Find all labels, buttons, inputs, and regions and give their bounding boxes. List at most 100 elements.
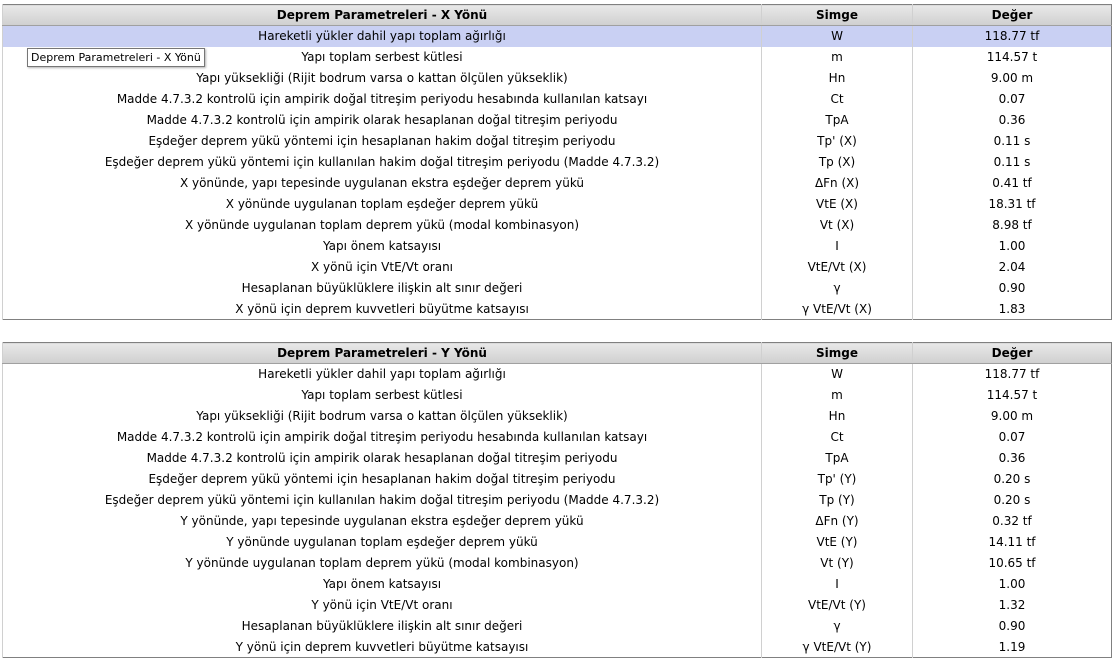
- table-row: Hesaplanan büyüklüklere ilişkin alt sını…: [2, 615, 1112, 637]
- value: 1.83: [912, 298, 1112, 320]
- symbol: Hn: [761, 67, 913, 89]
- value: 14.11 tf: [912, 531, 1112, 553]
- value: 0.32 tf: [912, 510, 1112, 532]
- column-header: Değer: [912, 342, 1112, 364]
- table-row: Hareketli yükler dahil yapı toplam ağırl…: [2, 25, 1112, 47]
- parameter-name: Hareketli yükler dahil yapı toplam ağırl…: [2, 363, 762, 385]
- symbol: γ: [761, 277, 913, 299]
- symbol: Hn: [761, 405, 913, 427]
- parameter-name: Madde 4.7.3.2 kontrolü için ampirik doğa…: [2, 426, 762, 448]
- parameter-name: Madde 4.7.3.2 kontrolü için ampirik olar…: [2, 447, 762, 469]
- value: 2.04: [912, 256, 1112, 278]
- parameter-name: X yönünde, yapı tepesinde uygulanan ekst…: [2, 172, 762, 194]
- symbol: VtE (Y): [761, 531, 913, 553]
- symbol: VtE (X): [761, 193, 913, 215]
- table-row: Eşdeğer deprem yükü yöntemi için kullanı…: [2, 151, 1112, 173]
- table-row: X yönü için deprem kuvvetleri büyütme ka…: [2, 298, 1112, 320]
- table-row: Eşdeğer deprem yükü yöntemi için hesapla…: [2, 130, 1112, 152]
- column-header: Deprem Parametreleri - X Yönü: [2, 4, 762, 26]
- header-row: Deprem Parametreleri - X Yönü Simge Değer: [2, 4, 1112, 26]
- value: 118.77 tf: [912, 363, 1112, 385]
- parameter-name: Eşdeğer deprem yükü yöntemi için hesapla…: [2, 468, 762, 490]
- table-row: X yönünde uygulanan toplam eşdeğer depre…: [2, 193, 1112, 215]
- column-header: Deprem Parametreleri - Y Yönü: [2, 342, 762, 364]
- table-row: X yönünde uygulanan toplam deprem yükü (…: [2, 214, 1112, 236]
- table-row: Hareketli yükler dahil yapı toplam ağırl…: [2, 363, 1112, 385]
- parameter-name: Hareketli yükler dahil yapı toplam ağırl…: [2, 25, 762, 47]
- parameter-table: Deprem Parametreleri - Y Yönü Simge Değer H…: [2, 342, 1112, 658]
- symbol: ΔFn (Y): [761, 510, 913, 532]
- parameter-name: Yapı yüksekliği (Rijit bodrum varsa o ka…: [2, 67, 762, 89]
- symbol: Vt (Y): [761, 552, 913, 574]
- symbol: m: [761, 384, 913, 406]
- symbol: ΔFn (X): [761, 172, 913, 194]
- parameter-name: Eşdeğer deprem yükü yöntemi için kullanı…: [2, 489, 762, 511]
- value: 0.36: [912, 109, 1112, 131]
- table-row: Madde 4.7.3.2 kontrolü için ampirik doğa…: [2, 88, 1112, 110]
- symbol: Vt (X): [761, 214, 913, 236]
- value: 18.31 tf: [912, 193, 1112, 215]
- parameter-name: Y yönü için VtE/Vt oranı: [2, 594, 762, 616]
- parameter-name: Yapı yüksekliği (Rijit bodrum varsa o ka…: [2, 405, 762, 427]
- table-row: Hesaplanan büyüklüklere ilişkin alt sını…: [2, 277, 1112, 299]
- symbol: γ VtE/Vt (X): [761, 298, 913, 320]
- symbol: Tp (X): [761, 151, 913, 173]
- parameter-name: Yapı önem katsayısı: [2, 573, 762, 595]
- parameter-name: Madde 4.7.3.2 kontrolü için ampirik doğa…: [2, 88, 762, 110]
- parameter-name: X yönünde uygulanan toplam eşdeğer depre…: [2, 193, 762, 215]
- value: 9.00 m: [912, 405, 1112, 427]
- table-row: Yapı önem katsayısı I 1.00: [2, 573, 1112, 595]
- table-row: Yapı önem katsayısı I 1.00: [2, 235, 1112, 257]
- symbol: Ct: [761, 88, 913, 110]
- parameter-name: X yönü için VtE/Vt oranı: [2, 256, 762, 278]
- value: 0.11 s: [912, 151, 1112, 173]
- column-header: Simge: [761, 342, 913, 364]
- parameter-name: Y yönünde, yapı tepesinde uygulanan ekst…: [2, 510, 762, 532]
- table-row: Yapı yüksekliği (Rijit bodrum varsa o ka…: [2, 405, 1112, 427]
- value: 9.00 m: [912, 67, 1112, 89]
- symbol: Tp (Y): [761, 489, 913, 511]
- symbol: Ct: [761, 426, 913, 448]
- symbol: W: [761, 363, 913, 385]
- symbol: Tp' (Y): [761, 468, 913, 490]
- table-row: Madde 4.7.3.2 kontrolü için ampirik olar…: [2, 109, 1112, 131]
- parameter-name: Eşdeğer deprem yükü yöntemi için kullanı…: [2, 151, 762, 173]
- value: 1.00: [912, 235, 1112, 257]
- column-header: Değer: [912, 4, 1112, 26]
- value: 0.36: [912, 447, 1112, 469]
- value: 0.11 s: [912, 130, 1112, 152]
- table-row: Eşdeğer deprem yükü yöntemi için hesapla…: [2, 468, 1112, 490]
- value: 1.00: [912, 573, 1112, 595]
- value: 10.65 tf: [912, 552, 1112, 574]
- value: 114.57 t: [912, 384, 1112, 406]
- table-row: Y yönünde uygulanan toplam deprem yükü (…: [2, 552, 1112, 574]
- parameter-name: X yönü için deprem kuvvetleri büyütme ka…: [2, 298, 762, 320]
- table-row: Yapı yüksekliği (Rijit bodrum varsa o ka…: [2, 67, 1112, 89]
- value: 8.98 tf: [912, 214, 1112, 236]
- value: 0.90: [912, 277, 1112, 299]
- value: 0.90: [912, 615, 1112, 637]
- value: 114.57 t: [912, 46, 1112, 68]
- value: 1.32: [912, 594, 1112, 616]
- symbol: W: [761, 25, 913, 47]
- value: 0.07: [912, 88, 1112, 110]
- parameter-name: X yönünde uygulanan toplam deprem yükü (…: [2, 214, 762, 236]
- symbol: TpA: [761, 109, 913, 131]
- table-row: Y yönünde uygulanan toplam eşdeğer depre…: [2, 531, 1112, 553]
- table-row: Y yönü için deprem kuvvetleri büyütme ka…: [2, 636, 1112, 658]
- symbol: I: [761, 573, 913, 595]
- parameter-name: Madde 4.7.3.2 kontrolü için ampirik olar…: [2, 109, 762, 131]
- parameter-name: Yapı toplam serbest kütlesi: [2, 384, 762, 406]
- column-header: Simge: [761, 4, 913, 26]
- symbol: I: [761, 235, 913, 257]
- symbol: γ: [761, 615, 913, 637]
- table-row: Yapı toplam serbest kütlesi m 114.57 t: [2, 384, 1112, 406]
- table-row: Madde 4.7.3.2 kontrolü için ampirik doğa…: [2, 426, 1112, 448]
- symbol: TpA: [761, 447, 913, 469]
- parameter-name: Yapı önem katsayısı: [2, 235, 762, 257]
- value: 0.20 s: [912, 489, 1112, 511]
- value: 1.19: [912, 636, 1112, 658]
- parameter-name: Eşdeğer deprem yükü yöntemi için hesapla…: [2, 130, 762, 152]
- value: 0.07: [912, 426, 1112, 448]
